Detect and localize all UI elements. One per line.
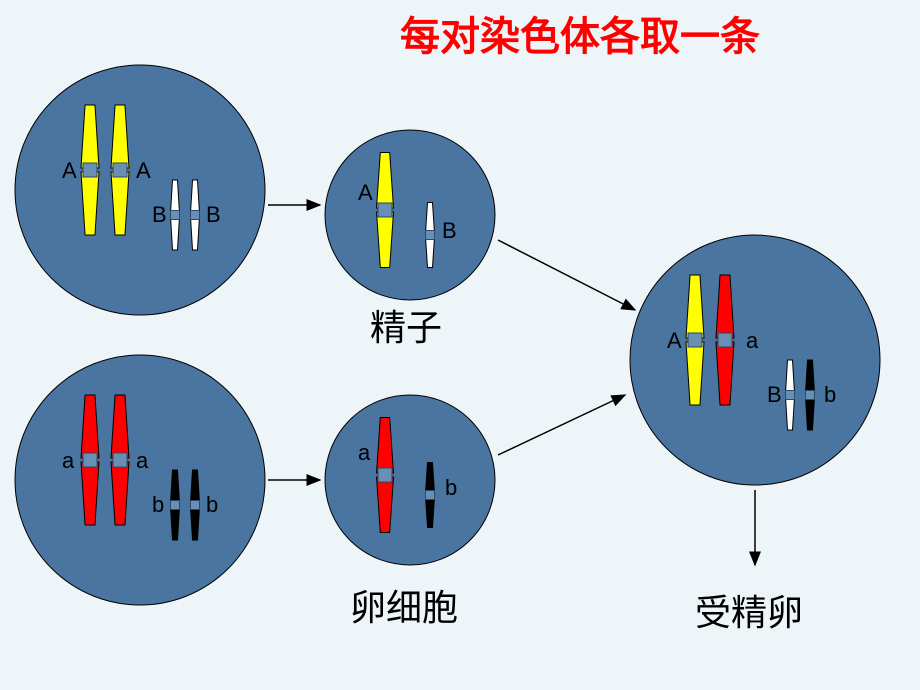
allele-label: a — [746, 328, 759, 353]
centromere — [191, 211, 200, 220]
allele-label: a — [136, 448, 149, 473]
cell-egg — [325, 395, 495, 565]
allele-label: A — [667, 328, 682, 353]
allele-label: B — [767, 382, 782, 407]
centromere — [83, 163, 97, 177]
chromosome-arm — [191, 217, 200, 250]
centromere — [113, 163, 127, 177]
centromere — [426, 231, 435, 240]
chromosome-arm — [171, 507, 180, 540]
allele-label: a — [62, 448, 75, 473]
allele-label: a — [358, 440, 371, 465]
chromosome-arm — [191, 180, 200, 213]
chromosome-arm — [786, 360, 795, 393]
chromosome-arm — [786, 397, 795, 430]
allele-label: b — [445, 475, 457, 500]
chromosome-arm — [426, 463, 435, 494]
allele-label: A — [62, 158, 77, 183]
cell-parent_a — [15, 355, 265, 605]
allele-label: b — [824, 382, 836, 407]
chromosome-arm — [171, 217, 180, 250]
cell-parent_A — [15, 65, 265, 315]
centromere — [718, 333, 732, 347]
chromosome-arm — [426, 497, 435, 528]
centromere — [688, 333, 702, 347]
chromosome-arm — [426, 237, 435, 268]
cell-label-zygote: 受精卵 — [695, 592, 803, 633]
chromosome-arm — [191, 507, 200, 540]
chromosome-arm — [191, 470, 200, 503]
centromere — [378, 203, 392, 217]
cell-label-egg: 卵细胞 — [350, 587, 458, 628]
centromere — [426, 491, 435, 500]
allele-label: b — [206, 492, 218, 517]
cell-sperm — [325, 130, 495, 300]
allele-label: B — [152, 202, 167, 227]
cell-zygote — [630, 235, 880, 485]
centromere — [786, 391, 795, 400]
centromere — [113, 453, 127, 467]
centromere — [83, 453, 97, 467]
centromere — [191, 501, 200, 510]
chromosome-arm — [426, 203, 435, 234]
chromosome-arm — [806, 360, 815, 393]
centromere — [378, 468, 392, 482]
centromere — [806, 391, 815, 400]
diagram-canvas: 每对染色体各取一条AABBaabbABabAaBb精子卵细胞受精卵 — [0, 0, 920, 690]
allele-label: A — [358, 180, 373, 205]
allele-label: A — [136, 158, 151, 183]
allele-label: B — [442, 218, 457, 243]
allele-label: B — [206, 202, 221, 227]
diagram-title: 每对染色体各取一条 — [400, 15, 760, 59]
centromere — [171, 211, 180, 220]
cell-label-sperm: 精子 — [370, 307, 442, 348]
allele-label: b — [152, 492, 164, 517]
chromosome-arm — [806, 397, 815, 430]
chromosome-arm — [171, 180, 180, 213]
chromosome-arm — [171, 470, 180, 503]
centromere — [171, 501, 180, 510]
